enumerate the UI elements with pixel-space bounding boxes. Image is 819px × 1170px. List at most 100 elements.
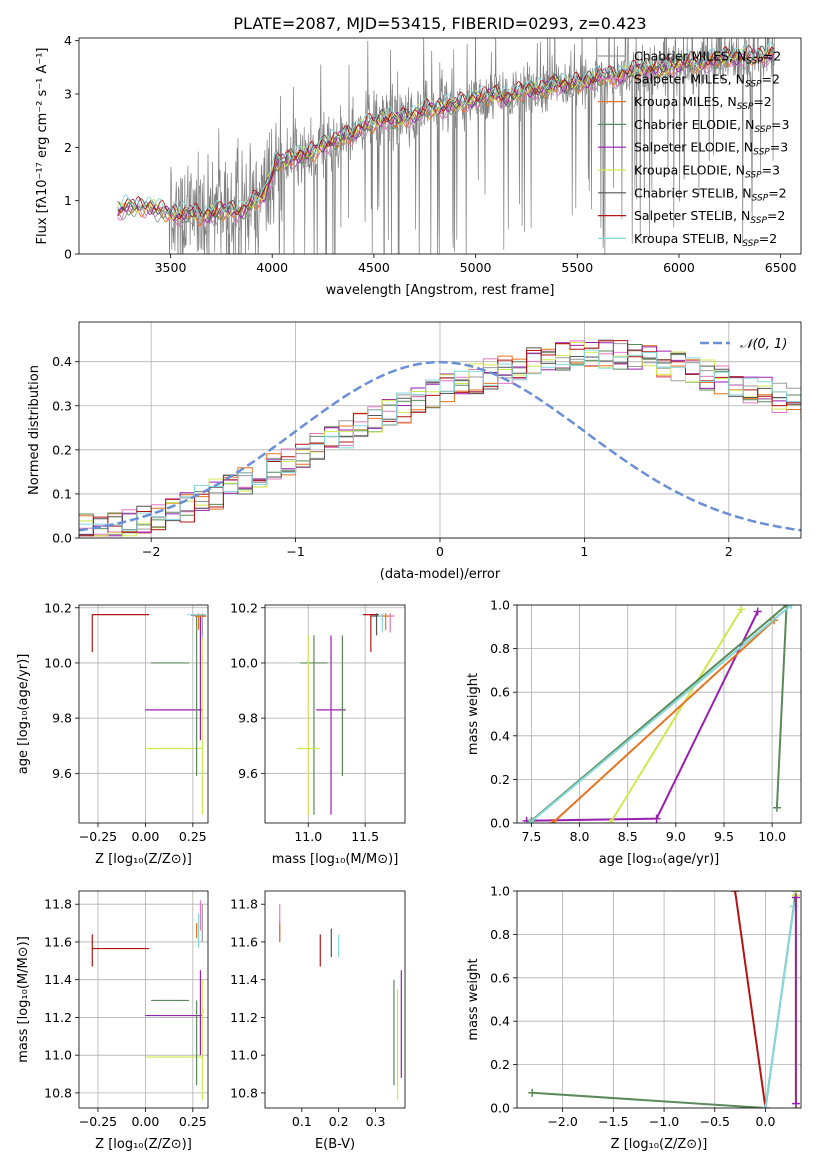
mass_z-frame: [78, 890, 209, 1109]
mass_ebv-frame: [264, 890, 406, 1109]
y-tick-label: 11.2: [230, 1010, 258, 1025]
x-tick-label: 8.5: [618, 829, 638, 844]
y-tick-label: 10.8: [44, 1085, 72, 1100]
y-tick-label: 11.2: [44, 1010, 72, 1025]
normal-curve: [79, 360, 801, 532]
x-tick-label: −0.5: [700, 1114, 730, 1129]
y-tick-label: 0.8: [490, 927, 510, 942]
legend-entry: Chabrier MILES, NSSP=2: [634, 49, 781, 67]
mass-weight-series: [734, 891, 767, 1108]
mass-weight-series: [764, 906, 795, 1108]
y-tick-label: 9.8: [52, 711, 72, 726]
x-tick-label: 0.00: [131, 1114, 159, 1129]
residual-histogram-8: [79, 349, 801, 531]
y-tick-label: 11.0: [44, 1048, 72, 1063]
y-tick-label: 9.6: [52, 766, 72, 781]
x-tick-label: 9.5: [714, 829, 734, 844]
y-tick-label: 9.6: [238, 766, 258, 781]
x-tick-label: 0.00: [131, 829, 159, 844]
y-tick-label: 4: [64, 33, 72, 48]
mass_ebv-panel: 0.1 0.2 0.3 10.8 11.0 11.2 11.4 11.6 11.8 E(B-V): [230, 890, 406, 1152]
mass_z-panel: −0.25 0.00 0.25 10.8 11.0 11.2 11.4 11.6 11.8 Z […: [16, 890, 209, 1152]
y-tick-label: 10.2: [230, 600, 258, 615]
x-axis-label: Z [log₁₀(Z/Z⊙)]: [611, 1137, 708, 1152]
mass-weight-series: [551, 619, 775, 823]
x-tick-label: 9.0: [666, 829, 686, 844]
mass_z-plot-area: [91, 900, 203, 1101]
y-tick-label: 0.6: [490, 685, 510, 700]
y-tick-label: 10.0: [230, 655, 258, 670]
y-tick-label: 0.0: [52, 531, 72, 546]
mass-weight-marker: [606, 819, 615, 823]
y-tick-label: 0.4: [490, 1014, 510, 1029]
x-tick-label: 0.25: [179, 1114, 207, 1129]
x-tick-label: 0.0: [756, 1114, 776, 1129]
mass-weight-marker: [761, 1104, 770, 1108]
residuals-panel: −2 −1 0 1 2 0.0 0.1 0.2 0.3 0.4 (data-model)/error…: [27, 321, 802, 582]
x-tick-label: 0: [436, 544, 444, 559]
residuals-plot-area: [79, 339, 801, 537]
mass-weight-marker: [787, 605, 796, 609]
x-tick-label: −2: [142, 544, 160, 559]
x-axis-label: wavelength [Angstrom, rest frame]: [326, 283, 555, 298]
x-tick-label: −1.0: [649, 1114, 679, 1129]
mw_z-plot-area: [528, 891, 800, 1108]
normal-legend-label: 𝒩(0, 1): [740, 337, 787, 352]
figure-title: PLATE=2087, MJD=53415, FIBERID=0293, z=0…: [233, 14, 646, 33]
mass-weight-marker: [772, 803, 781, 812]
x-tick-label: 7.5: [521, 829, 541, 844]
mass-weight-series: [609, 608, 743, 823]
y-tick-label: 0.2: [52, 442, 72, 457]
mass-weight-marker: [548, 819, 557, 823]
y-tick-label: 1.0: [490, 884, 510, 899]
x-axis-label: mass [log₁₀(M/M⊙)]: [272, 852, 399, 867]
mass-weight-marker: [753, 607, 762, 616]
spectrum-panel: 3500 4000 4500 5000 5500 6000 6500 0 1 2 3 4 wavelen…: [35, 33, 802, 298]
y-tick-label: 0.0: [490, 816, 510, 831]
mass-weight-marker: [782, 605, 791, 609]
mw_z-panel: −2.0 −1.5 −1.0 −0.5 0.0 0.0 0.2 0.4 0.6 0.8 1.0 Z […: [466, 884, 802, 1152]
x-axis-label: Z [log₁₀(Z/Z⊙)]: [95, 852, 192, 867]
legend-entry: Salpeter STELIB, NSSP=2: [634, 208, 785, 226]
y-tick-label: 3: [64, 87, 72, 102]
mass-weight-marker: [791, 893, 800, 902]
age_mass-panel: 11.0 11.5 9.6 9.8 10.0 10.2 mass [log₁₀(M/M⊙)]: [230, 600, 406, 867]
y-tick-label: 11.4: [230, 972, 258, 987]
mass-weight-marker: [525, 819, 534, 823]
mass_ebv-plot-area: [279, 904, 402, 1101]
y-tick-label: 11.6: [230, 934, 258, 949]
x-tick-label: 0.1: [292, 1114, 312, 1129]
spectrum-frame: [78, 37, 802, 255]
model-spectrum-6: [117, 45, 775, 218]
y-tick-label: 11.8: [44, 897, 72, 912]
x-tick-label: 11.0: [294, 829, 322, 844]
y-tick-label: 0: [64, 247, 72, 262]
x-tick-label: 4500: [358, 260, 390, 275]
mass-weight-marker: [528, 1088, 537, 1097]
mass-weight-series: [530, 605, 788, 822]
legend-entry: Kroupa MILES, NSSP=2: [634, 94, 772, 112]
y-tick-label: 11.8: [230, 897, 258, 912]
y-tick-label: 10.2: [44, 600, 72, 615]
x-tick-label: 6500: [765, 260, 797, 275]
residual-histogram-4: [79, 342, 801, 537]
x-axis-label: E(B-V): [315, 1137, 355, 1152]
y-tick-label: 0.8: [490, 641, 510, 656]
age_z-plot-area: [91, 613, 207, 815]
residual-histogram-0: [79, 339, 801, 537]
residual-histogram-2: [79, 343, 801, 537]
y-tick-label: 9.8: [238, 711, 258, 726]
spectrum-plot-area: [117, 38, 775, 254]
model-spectrum-8: [117, 41, 775, 220]
x-tick-label: −2.0: [547, 1114, 577, 1129]
legend-entry: Salpeter ELODIE, NSSP=3: [634, 140, 788, 158]
age_z-frame: [78, 604, 209, 824]
model-spectrum-0: [117, 54, 775, 227]
legend-entry: Chabrier STELIB, NSSP=2: [634, 185, 787, 203]
residual-histogram-3: [79, 344, 801, 534]
mw_age-plot-area: [522, 605, 796, 823]
y-tick-label: 0.0: [490, 1101, 510, 1116]
x-axis-label: (data-model)/error: [380, 567, 501, 582]
x-tick-label: −0.25: [79, 829, 117, 844]
